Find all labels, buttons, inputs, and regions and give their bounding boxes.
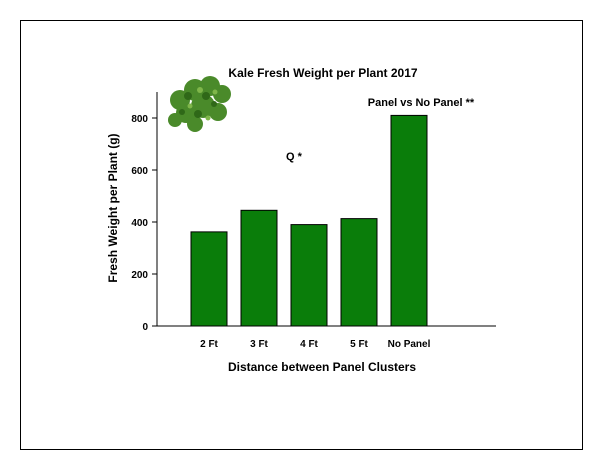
y-ticks: 0 200 400 600 800 (131, 114, 157, 333)
bar-2-ft (190, 231, 228, 327)
x-tick-label: No Panel (388, 339, 431, 350)
y-tick-label: 0 (142, 322, 148, 333)
bar-3-ft (240, 209, 278, 327)
bar-4-ft (290, 224, 328, 327)
y-tick-label: 400 (131, 218, 148, 229)
annotation-panel-vs-no-panel: Panel vs No Panel ** (368, 97, 475, 109)
x-tick-label: 3 Ft (250, 339, 268, 350)
y-axis-label: Fresh Weight per Plant (g) (106, 133, 120, 282)
x-axis-label: Distance between Panel Clusters (228, 360, 416, 374)
y-tick-label: 800 (131, 114, 148, 125)
x-tick-label: 2 Ft (200, 339, 218, 350)
kale-leaf-icon (168, 76, 231, 132)
x-tick-label: 4 Ft (300, 339, 318, 350)
bar-5-ft (340, 218, 378, 327)
x-ticks: 2 Ft 3 Ft 4 Ft 5 Ft No Panel (200, 339, 431, 350)
bars (190, 114, 428, 327)
chart-title: Kale Fresh Weight per Plant 2017 (228, 66, 418, 80)
bar-no-panel (390, 114, 428, 327)
annotation-q: Q * (286, 151, 303, 163)
x-tick-label: 5 Ft (350, 339, 368, 350)
y-tick-label: 600 (131, 166, 148, 177)
y-tick-label: 200 (131, 270, 148, 281)
